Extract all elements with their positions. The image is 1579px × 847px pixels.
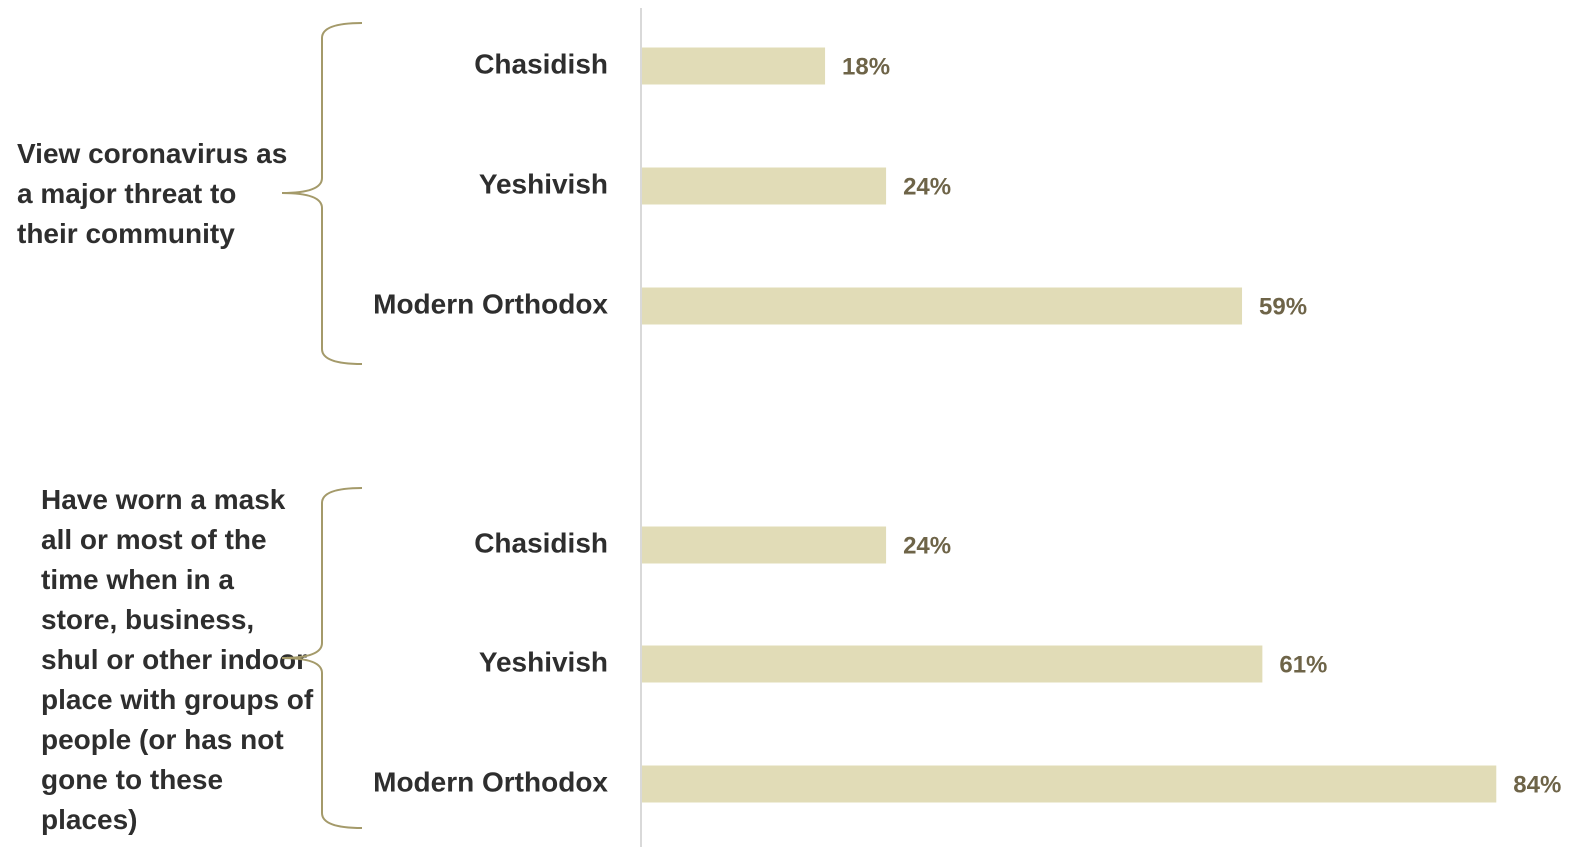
value-label: 59% — [1259, 293, 1307, 320]
value-label: 24% — [903, 532, 951, 559]
value-label: 24% — [903, 173, 951, 200]
group-label: View coronavirus as a major threat to th… — [17, 138, 288, 249]
category-label: Chasidish — [474, 527, 608, 558]
bar — [642, 526, 887, 564]
bar — [642, 47, 826, 85]
bar — [642, 765, 1497, 803]
category-label: Yeshivish — [479, 646, 608, 677]
bar — [642, 287, 1243, 325]
brace — [281, 22, 363, 365]
value-label: 61% — [1279, 651, 1327, 678]
bar — [642, 167, 887, 205]
value-label: 18% — [842, 53, 890, 80]
category-label: Modern Orthodox — [373, 288, 608, 319]
bar — [642, 645, 1263, 683]
brace — [281, 487, 363, 829]
value-label: 84% — [1513, 771, 1561, 798]
group-label: Have worn a mask all or most of the time… — [41, 484, 314, 835]
category-label: Chasidish — [474, 48, 608, 79]
category-label: Modern Orthodox — [373, 766, 608, 797]
category-label: Yeshivish — [479, 168, 608, 199]
